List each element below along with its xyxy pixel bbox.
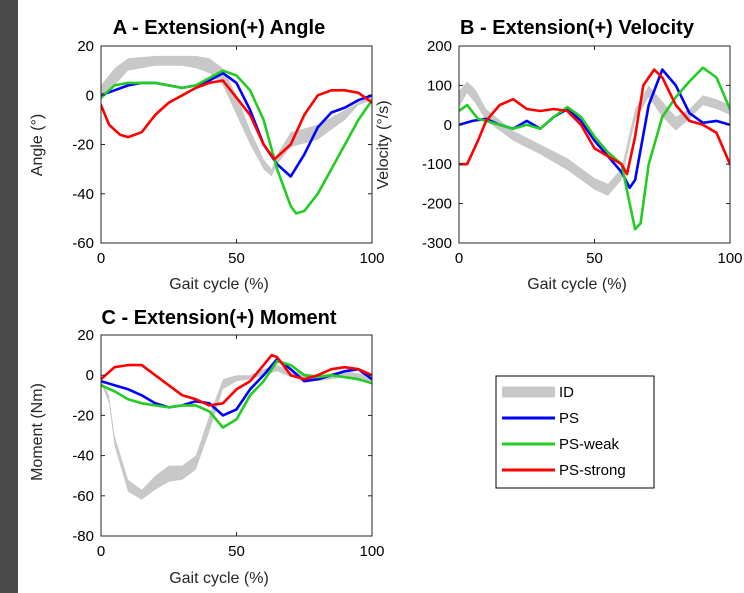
panel-a-line-ps-weak [101, 69, 372, 215]
panel-c-xtick-label: 0 [97, 543, 105, 560]
panel-a-ytick-label: 0 [86, 87, 94, 104]
panel-b-band-id [459, 81, 730, 196]
legend-label-ps-weak: PS-weak [559, 436, 620, 453]
panel-a-line-ps-strong [101, 79, 372, 161]
panel-c-ytick-label: -60 [72, 488, 94, 505]
panel-c-ytick-label: -40 [72, 448, 94, 465]
panel-a-xtick-label: 100 [359, 250, 384, 267]
panel-b-ytick-label: 100 [427, 77, 452, 94]
panel-a-xtick-label: 50 [228, 250, 245, 267]
panel-c-xtick-label: 50 [228, 543, 245, 560]
panel-a-title: A - Extension(+) Angle [113, 17, 325, 39]
legend: ID PS PS-weak PS-strong [495, 375, 655, 489]
panel-b-ytick-label: -300 [422, 235, 452, 252]
panel-c-ylabel: Moment (Nm) [29, 383, 46, 481]
panel-a-plot-area [101, 46, 372, 243]
panel-b-xtick-label: 100 [717, 250, 742, 267]
panel-b-plot: 0 50 100 -300 -200 -100 0 100 200 [422, 38, 743, 267]
panel-a-ytick-label: -20 [72, 137, 94, 154]
panel-c-xtick-label: 100 [359, 543, 384, 560]
panel-c-line-ps-strong [101, 353, 372, 407]
panel-b-ytick-label: 200 [427, 38, 452, 55]
panel-a: A - Extension(+) Angle 0 50 100 -60 -40 -20 0 2… [29, 17, 385, 293]
panel-b-line-ps-strong [459, 68, 730, 176]
legend-label-id: ID [559, 384, 574, 401]
panel-b-line-ps-weak [459, 66, 730, 231]
panel-a-xtick-label: 0 [97, 250, 105, 267]
figure-canvas: A - Extension(+) Angle 0 50 100-60-40-2002… [29, 17, 743, 587]
panel-a-ytick-label: -40 [72, 186, 94, 203]
legend-label-ps: PS [559, 410, 579, 427]
panel-b-ytick-label: -100 [422, 156, 452, 173]
panel-a-ytick-label: 20 [77, 38, 94, 55]
figure: A - Extension(+) Angle 0 50 100 -60 -40 -20 0 2… [18, 0, 744, 593]
panel-a-band-id [101, 55, 372, 177]
panel-c-xlabel: Gait cycle (%) [169, 570, 269, 587]
panel-c-ytick-label: -20 [72, 407, 94, 424]
panel-c-plot: 0 50 100 -80 -60 -40 -20 0 20 [72, 327, 384, 560]
panel-b-xtick-label: 0 [455, 250, 463, 267]
panel-c-title: C - Extension(+) Moment [101, 307, 336, 329]
panel-c-band-id [101, 365, 372, 500]
panel-c-line-ps-weak [101, 359, 372, 429]
panel-b-title: B - Extension(+) Velocity [460, 17, 695, 39]
panel-a-plot: 0 50 100 -60 -40 -20 0 20 [72, 38, 384, 267]
panel-b-ytick-label: -200 [422, 196, 452, 213]
panel-b-plot-area [459, 46, 730, 243]
panel-c-ytick-label: 0 [86, 367, 94, 384]
panel-c: C - Extension(+) Moment 0 50 100 -80 -60 -40 -… [29, 307, 385, 587]
panel-c-ytick-label: -80 [72, 528, 94, 545]
panel-a-ytick-label: -60 [72, 235, 94, 252]
panel-b-xtick-label: 50 [586, 250, 603, 267]
panel-c-ytick-label: 20 [77, 327, 94, 344]
panel-b: B - Extension(+) Velocity 0 50 100 -300 -200… [375, 17, 743, 293]
panel-a-xlabel: Gait cycle (%) [169, 276, 269, 293]
panel-a-ylabel: Angle (°) [29, 114, 46, 176]
panel-b-ytick-label: 0 [444, 117, 452, 134]
panel-b-xlabel: Gait cycle (%) [527, 276, 627, 293]
panel-b-ylabel: Velocity (°/s) [375, 100, 392, 189]
legend-label-ps-strong: PS-strong [559, 462, 626, 479]
